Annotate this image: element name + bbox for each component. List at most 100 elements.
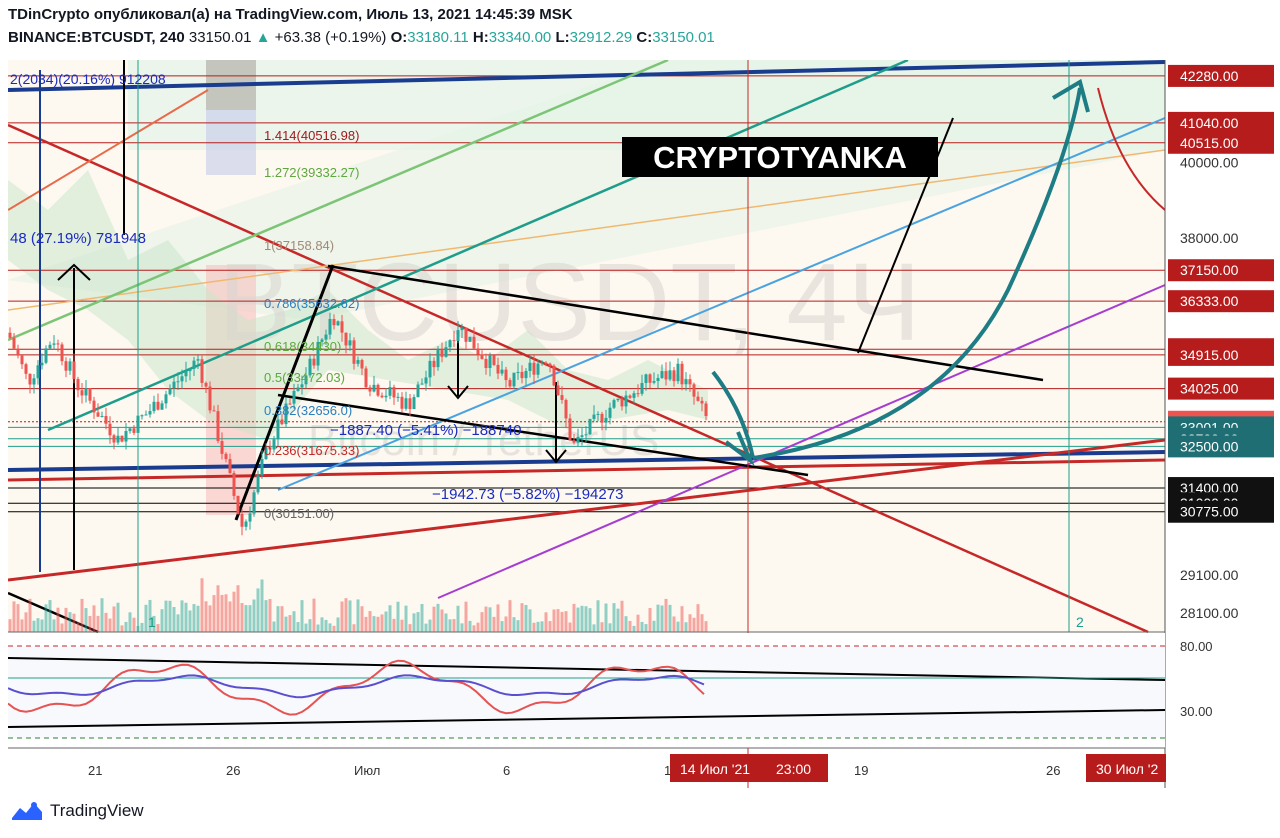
volume-bar [200, 578, 204, 632]
time-axis[interactable]: 21 26 Июл 6 1 19 26 [88, 763, 1060, 778]
volume-bar [496, 604, 500, 632]
candle-body [112, 435, 116, 443]
candle-body [608, 407, 612, 418]
volume-bar [492, 616, 496, 632]
candle-body [488, 355, 492, 369]
purple-line[interactable] [437, 284, 1166, 599]
candle-body [284, 403, 288, 425]
volume-bar [140, 622, 144, 632]
teal-curve-arrow-1[interactable] [711, 370, 755, 459]
candle-body [392, 387, 396, 398]
candle-body [296, 387, 300, 391]
volume-bar [152, 615, 156, 632]
volume-bar [636, 614, 640, 632]
volume-bar [680, 606, 684, 632]
candle-body [704, 403, 708, 417]
volume-bar [512, 617, 516, 632]
volume-bar [84, 608, 88, 632]
navy-top-line[interactable] [8, 60, 1166, 92]
candle-body [308, 358, 312, 376]
price-label-2: 40515.00 [1180, 135, 1239, 151]
volume-bar [224, 594, 228, 632]
candle-body [404, 398, 408, 409]
candle-body [412, 397, 416, 410]
rsi-axis-30: 30.00 [1180, 704, 1213, 719]
tradingview-logo[interactable]: TradingView [10, 800, 144, 822]
orange-red-line[interactable] [8, 89, 209, 211]
tradingview-logo-icon [12, 802, 42, 820]
red-falling-line[interactable] [8, 123, 1149, 634]
candle-body [220, 441, 224, 454]
candle-body [92, 400, 96, 413]
candle-body [52, 343, 56, 345]
teal-arrow-head [1051, 78, 1090, 113]
brand-name: TradingView [50, 801, 144, 820]
navy-bottom-line[interactable] [8, 450, 1166, 472]
teal-channel-line[interactable] [47, 60, 909, 432]
blue-channel-line[interactable] [277, 117, 1166, 491]
candle-body [332, 318, 336, 326]
volume-bar [16, 604, 20, 632]
volume-bar [696, 604, 700, 632]
candle-body [592, 414, 596, 419]
candle-body [116, 435, 120, 443]
measure-label-2: −1942.73 (−5.82%) −194273 [432, 486, 623, 503]
volume-bar [52, 619, 56, 632]
volume-bar [424, 623, 428, 632]
rsi-trend-lower[interactable] [8, 709, 1166, 728]
candle-body [300, 384, 304, 388]
green-channel-line[interactable] [8, 60, 669, 342]
volume-bar [120, 625, 124, 632]
rsi-trend-upper[interactable] [8, 657, 1166, 681]
candle-body [68, 361, 72, 371]
candle-body [672, 370, 676, 382]
candle-body [380, 395, 384, 398]
candle-body [160, 403, 164, 410]
volume-bar [296, 622, 300, 632]
red-arc[interactable] [1097, 87, 1166, 211]
candle-body [8, 332, 12, 338]
rsi-ma-line[interactable] [8, 674, 705, 699]
open-label: O: [390, 29, 408, 46]
rsi-line[interactable] [8, 659, 705, 716]
volume-bar [248, 605, 252, 632]
candle-body [524, 370, 528, 379]
volume-bar [480, 612, 484, 632]
volume-bar [640, 621, 644, 632]
candle-body [588, 418, 592, 435]
triangle-upper[interactable] [327, 264, 1044, 382]
symbol-label[interactable]: BINANCE:BTCUSDT, 240 [8, 29, 185, 46]
volume-bar [312, 598, 316, 632]
high-value: 33340.00 [488, 29, 552, 46]
price-tag-bg-1 [1168, 111, 1274, 134]
candle-body [188, 368, 192, 372]
volume-bar [24, 612, 28, 632]
triangle-lower[interactable] [277, 393, 809, 477]
red-rising-line[interactable] [8, 438, 1166, 582]
teal-curve-arrow-2[interactable] [752, 87, 1082, 460]
price-label-16: 30775.00 [1180, 504, 1239, 520]
volume-bar [12, 601, 16, 632]
candle-body [544, 362, 548, 364]
orange-line[interactable] [8, 149, 1166, 311]
price-label-3: 40000.00 [1180, 154, 1239, 170]
candle-body [224, 453, 228, 460]
watermark-symbol: BTCUSDT, 4Ч [218, 241, 921, 364]
volume-bar [64, 607, 68, 632]
candle-body [464, 327, 468, 342]
candle-body [80, 390, 84, 396]
chart-area[interactable]: BTCUSDT, 4Ч Bitcoin / TetherUS [8, 60, 1276, 788]
volume-bar [232, 591, 236, 632]
volume-bar [196, 605, 200, 632]
volume-bar [484, 606, 488, 632]
candle-body [232, 473, 236, 496]
volume-bar [32, 620, 36, 632]
impulse-leg[interactable] [234, 264, 335, 521]
price-tag-bg-8 [1168, 343, 1274, 366]
price-label-17: 29100.00 [1180, 567, 1239, 583]
volume-bar [516, 620, 520, 632]
candlestick-series[interactable] [8, 312, 708, 536]
volume-bar [56, 607, 60, 632]
volume-bar [452, 619, 456, 632]
end-date: 30 Июл '2 [1096, 761, 1158, 777]
